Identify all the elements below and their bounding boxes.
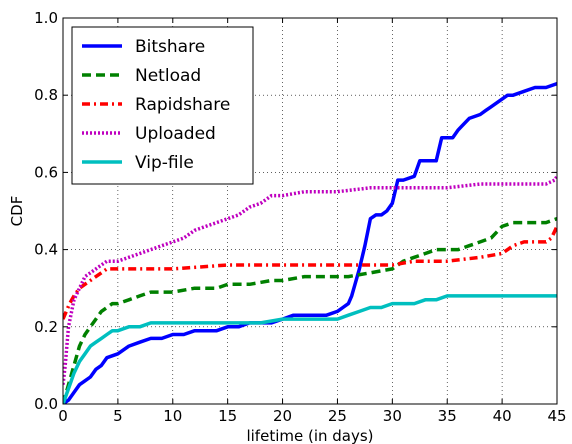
series-line-vip-file xyxy=(63,294,557,404)
x-tick-label: 35 xyxy=(438,407,457,425)
x-tick-label: 40 xyxy=(493,407,512,425)
legend-label: Vip-file xyxy=(135,153,194,173)
series-lines xyxy=(63,81,557,404)
legend-label: Rapidshare xyxy=(135,95,230,115)
y-tick-label: 1.0 xyxy=(34,9,58,27)
legend-label: Bitshare xyxy=(135,37,205,57)
y-tick-label: 0.4 xyxy=(34,241,58,259)
legend-label: Netload xyxy=(135,66,201,86)
x-tick-label: 15 xyxy=(218,407,237,425)
x-tick-label: 45 xyxy=(547,407,566,425)
series-line-bitshare xyxy=(63,81,557,404)
x-tick-label: 25 xyxy=(328,407,347,425)
x-tick-label: 30 xyxy=(383,407,402,425)
x-axis-label: lifetime (in days) xyxy=(246,427,373,444)
plot-frame xyxy=(62,17,558,405)
legend: Bitshare Netload Rapidshare Uploaded Vip-fil… xyxy=(71,26,254,185)
x-tick-label: 20 xyxy=(273,407,292,425)
y-axis-label: CDF xyxy=(8,196,26,227)
y-tick-label: 0.2 xyxy=(34,318,58,336)
x-tick-label: 10 xyxy=(163,407,182,425)
y-tick-label: 0.8 xyxy=(34,86,58,104)
y-tick-label: 0.0 xyxy=(34,395,58,413)
axis-ticks: 0 5 10 15 20 25 30 35 40 45 0.0 0.2 0.4 0.6 0.8 1.0 xyxy=(34,9,566,425)
y-tick-label: 0.6 xyxy=(34,163,58,181)
legend-label: Uploaded xyxy=(135,124,216,144)
x-tick-label: 5 xyxy=(113,407,123,425)
x-tick-label: 0 xyxy=(58,407,68,425)
series-line-netload xyxy=(63,217,557,404)
series-line-uploaded xyxy=(63,175,557,385)
